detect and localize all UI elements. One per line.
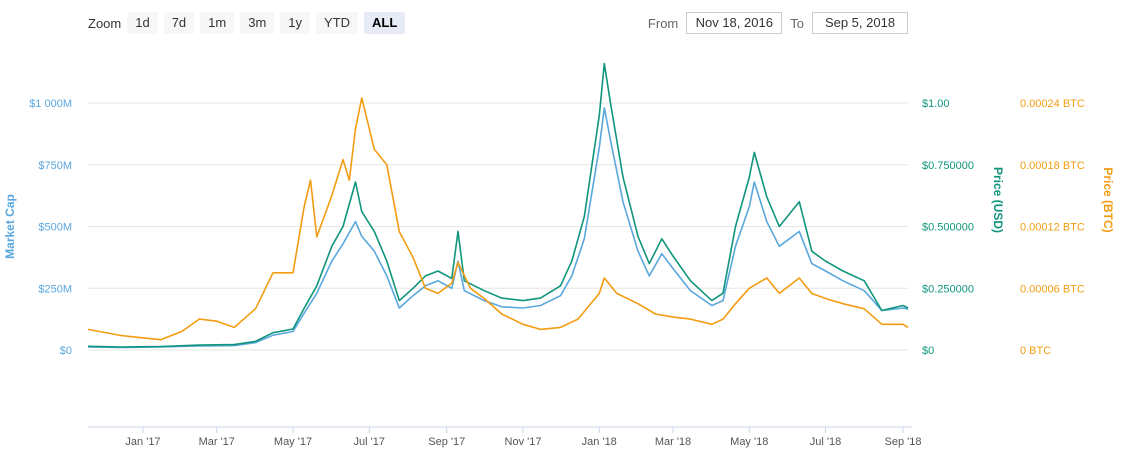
series-line-price_usd [87,62,909,348]
x-tick-label: Nov '17 [505,436,542,448]
x-tick-label: Jul '18 [810,436,841,448]
y-axis-title: Market Cap [3,194,17,259]
zoom-ytd-button[interactable]: YTD [316,12,359,34]
y-tick-label: $250M [38,283,72,295]
x-tick-label: Mar '17 [199,436,235,448]
zoom-1y-button[interactable]: 1y [280,12,311,34]
y-tick-label: $0 [60,345,72,357]
y-tick-label: $1.00 [922,98,950,110]
zoom-3m-button[interactable]: 3m [240,12,275,34]
y-tick-label: 0.00018 BTC [1020,160,1085,172]
y-tick-label: 0.00024 BTC [1020,98,1085,110]
y-tick-label: $0.250000 [922,283,974,295]
from-date-input[interactable]: Nov 18, 2016 [686,12,783,34]
y-axis-price-btc: 0 BTC 0.00006 BTC 0.00012 BTC 0.00018 BTC 0.… [1020,98,1115,357]
grid-lines [88,102,908,351]
y-tick-label: 0.00012 BTC [1020,222,1085,234]
series-line-market_cap [87,107,909,349]
y-axis-price-usd: $0 $0.250000 $0.500000 $0.750000 $1.00 Price … [922,98,1005,357]
y-tick-label: $500M [38,222,72,234]
zoom-label: Zoom [88,15,122,31]
from-label: From [647,15,679,31]
series-lines [87,62,909,349]
series-line-price_btc [87,97,909,341]
to-date-input[interactable]: Sep 5, 2018 [812,12,908,34]
y-tick-label: $1 000M [29,98,72,110]
y-tick-label: $0 [922,345,934,357]
x-tick-label: Jul '17 [354,436,385,448]
y-tick-label: 0.00006 BTC [1020,283,1085,295]
x-tick-label: Jan '17 [125,436,160,448]
zoom-toolbar: Zoom 1d 7d 1m 3m 1y YTD ALL [88,11,411,35]
y-tick-label: $0.750000 [922,160,974,172]
y-tick-label: 0 BTC [1020,345,1051,357]
date-range: From Nov 18, 2016 To Sep 5, 2018 [640,11,908,35]
y-axis-title: Price (BTC) [1101,167,1115,232]
x-axis: Jan '17 Mar '17 May '17 Jul '17 Sep '17 Nov '… [88,426,922,448]
x-tick-label: May '17 [274,436,312,448]
y-axis-market-cap: $0 $250M $500M $750M $1 000M Market Cap [3,98,72,357]
zoom-all-button[interactable]: ALL [364,12,406,34]
zoom-1m-button[interactable]: 1m [200,12,235,34]
y-tick-label: $0.500000 [922,222,974,234]
to-label: To [790,15,804,31]
zoom-1d-button[interactable]: 1d [127,12,158,34]
y-tick-label: $750M [38,160,72,172]
zoom-7d-button[interactable]: 7d [163,12,195,34]
x-tick-label: Sep '18 [885,436,922,448]
x-tick-label: Sep '17 [428,436,465,448]
x-tick-label: Mar '18 [655,436,691,448]
x-tick-label: Jan '18 [582,436,617,448]
x-tick-label: May '18 [730,436,768,448]
y-axis-title: Price (USD) [991,167,1005,233]
